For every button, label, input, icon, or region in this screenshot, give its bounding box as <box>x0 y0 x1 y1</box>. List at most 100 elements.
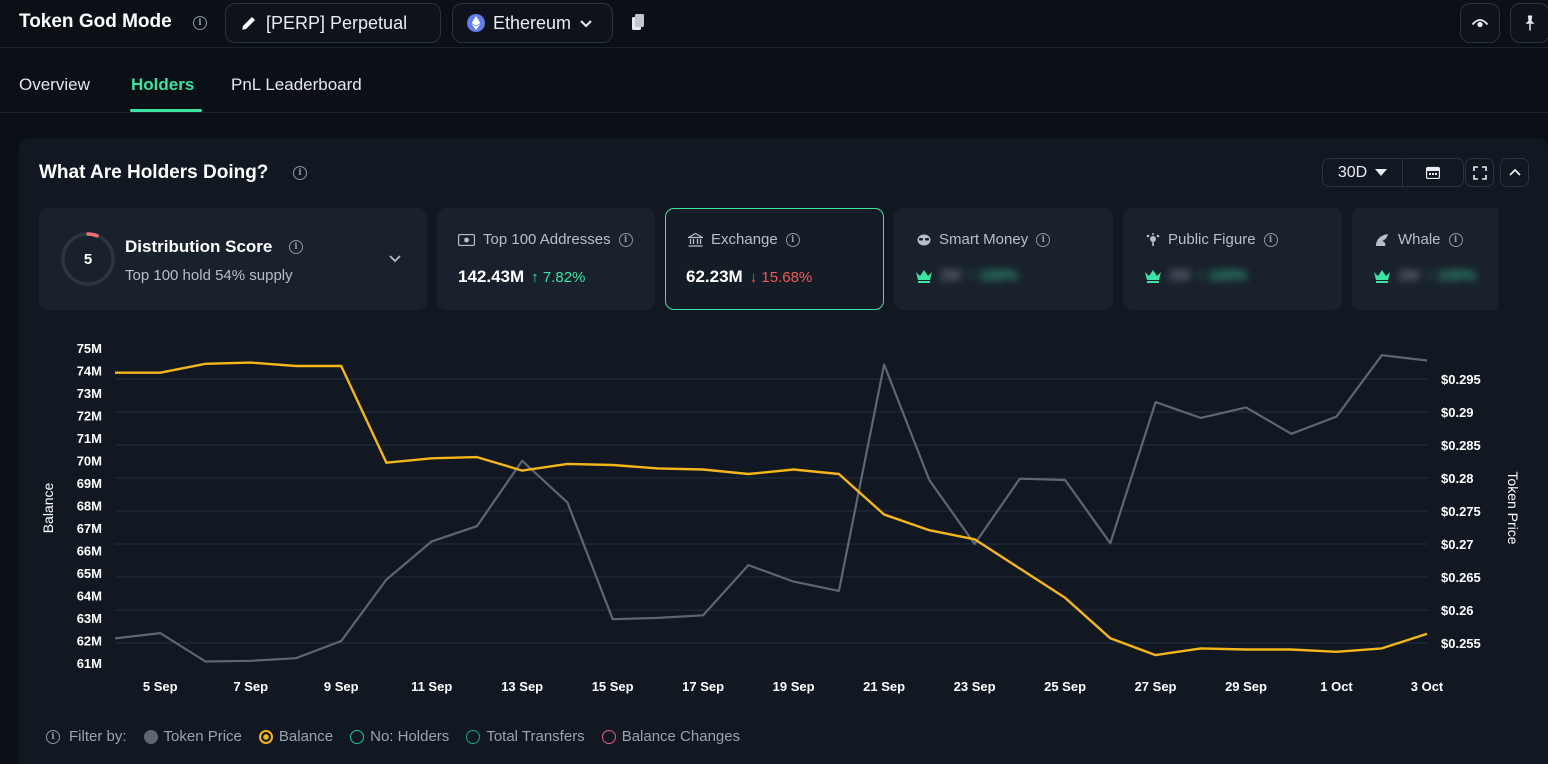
left-axis-tick-label: 64M <box>77 589 102 604</box>
info-icon[interactable]: i <box>293 166 307 180</box>
right-axis-tick-label: $0.28 <box>1441 471 1474 486</box>
right-axis-tick-label: $0.265 <box>1441 570 1481 585</box>
tab-holders[interactable]: Holders <box>131 75 195 94</box>
public-figure-card[interactable]: Public Figure i 2M ↑ 100% <box>1123 208 1342 310</box>
distribution-score-card[interactable]: 5 Distribution Score i Top 100 hold 54% … <box>39 208 427 310</box>
token-selector-button[interactable]: [PERP] Perpetual <box>225 3 441 43</box>
left-axis-tick-label: 75M <box>77 341 102 356</box>
period-controls: 30D <box>1322 158 1464 187</box>
ethereum-icon <box>467 14 485 32</box>
whale-label-row: Whale i <box>1375 231 1463 248</box>
chevron-up-icon <box>1508 168 1521 176</box>
x-axis-tick-label: 11 Sep <box>411 679 452 694</box>
fullscreen-button[interactable] <box>1465 158 1494 187</box>
distribution-score-title: Distribution Score <box>125 237 273 256</box>
exchange-value: 62.23M <box>686 267 743 286</box>
info-icon[interactable]: i <box>289 240 303 254</box>
filter-total-transfers-label: Total Transfers <box>486 728 585 745</box>
right-axis-tick-label: $0.29 <box>1441 405 1474 420</box>
expand-icon <box>1472 165 1487 180</box>
filter-total-transfers[interactable]: Total Transfers <box>466 728 585 745</box>
active-tab-indicator <box>130 109 202 112</box>
info-icon[interactable]: i <box>785 232 800 247</box>
whale-card[interactable]: Whale i 2M ↑ 100% <box>1352 208 1498 310</box>
holders-legend-dot <box>350 729 365 744</box>
whale-change: ↑ 100% <box>1425 267 1476 284</box>
left-axis-tick-label: 69M <box>77 476 102 491</box>
x-axis-tick-label: 25 Sep <box>1044 679 1086 694</box>
info-icon[interactable]: i <box>1448 232 1463 247</box>
top-100-value: 142.43M <box>458 267 525 286</box>
crown-icon <box>1374 269 1390 283</box>
crown-icon <box>1145 269 1161 283</box>
money-icon <box>458 233 475 246</box>
filter-balance-changes-label: Balance Changes <box>621 728 741 745</box>
chart-series <box>114 354 1428 663</box>
pin-icon <box>1525 15 1535 31</box>
balance-line <box>115 361 1428 657</box>
calendar-icon <box>1426 166 1440 179</box>
public-figure-value-row: 2M ↑ 100% <box>1144 267 1247 284</box>
public-figure-label-row: Public Figure i <box>1146 231 1278 248</box>
collapse-button[interactable] <box>1500 158 1529 187</box>
public-figure-change: ↑ 100% <box>1196 267 1247 284</box>
balance-legend-dot <box>258 729 273 744</box>
calendar-button[interactable] <box>1403 159 1463 186</box>
exchange-card[interactable]: Exchange i 62.23M ↓ 15.68% <box>665 208 884 310</box>
exchange-label-row: Exchange i <box>688 231 800 248</box>
smart-money-change: ↑ 100% <box>967 267 1018 284</box>
right-axis-tick-label: $0.285 <box>1441 438 1481 453</box>
left-axis-tick-label: 63M <box>77 611 102 626</box>
watch-button[interactable] <box>1460 3 1500 43</box>
balance-changes-legend-dot <box>601 729 616 744</box>
caret-down-icon <box>1375 168 1388 176</box>
right-axis-tick-label: $0.275 <box>1441 504 1481 519</box>
left-axis-tick-label: 72M <box>77 409 102 424</box>
tab-overview[interactable]: Overview <box>19 75 90 94</box>
eye-icon <box>1471 19 1489 28</box>
pencil-icon <box>242 17 255 30</box>
distribution-score-ring: 5 <box>61 232 115 286</box>
info-icon[interactable]: i <box>1036 232 1051 247</box>
chart-filter-bar: i Filter by: Token Price Balance No: Hol… <box>46 728 740 745</box>
period-dropdown[interactable]: 30D <box>1323 159 1403 186</box>
tab-pnl-leaderboard[interactable]: PnL Leaderboard <box>231 75 362 94</box>
chart-gridlines <box>115 378 1428 644</box>
x-axis-tick-label: 19 Sep <box>773 679 815 694</box>
exchange-change: ↓ 15.68% <box>749 268 813 286</box>
pin-button[interactable] <box>1510 3 1548 43</box>
x-axis-tick-label: 27 Sep <box>1135 679 1177 694</box>
info-icon[interactable]: i <box>1263 232 1278 247</box>
smart-money-icon <box>917 234 931 245</box>
crown-icon <box>916 269 932 283</box>
filter-balance-changes[interactable]: Balance Changes <box>601 728 741 745</box>
smart-money-value-row: 2M ↑ 100% <box>915 267 1018 284</box>
left-axis-tick-label: 73M <box>77 386 102 401</box>
distribution-score-value: 5 <box>84 251 92 268</box>
filter-token-price[interactable]: Token Price <box>143 728 242 745</box>
x-axis-tick-label: 21 Sep <box>863 679 905 694</box>
info-icon[interactable]: i <box>193 16 207 30</box>
token-selector-label: [PERP] Perpetual <box>266 12 408 33</box>
filter-balance[interactable]: Balance <box>258 728 333 745</box>
top-100-addresses-card[interactable]: Top 100 Addresses i 142.43M ↑ 7.82% <box>437 208 655 310</box>
filter-holders[interactable]: No: Holders <box>350 728 449 745</box>
copy-icon[interactable] <box>632 14 644 30</box>
right-axis-title: Token Price <box>1505 471 1521 544</box>
right-axis-tick-label: $0.27 <box>1441 537 1474 552</box>
x-axis-tick-label: 29 Sep <box>1225 679 1267 694</box>
info-icon[interactable]: i <box>618 232 633 247</box>
info-icon[interactable]: i <box>46 729 60 744</box>
x-axis-tick-label: 5 Sep <box>143 679 178 694</box>
right-axis-tick-label: $0.26 <box>1441 603 1474 618</box>
left-axis-title: Balance <box>40 482 56 533</box>
whale-icon <box>1376 233 1388 246</box>
x-axis-tick-label: 17 Sep <box>682 679 724 694</box>
smart-money-card[interactable]: Smart Money i 2M ↑ 100% <box>894 208 1113 310</box>
chevron-down-icon[interactable] <box>388 254 402 264</box>
x-axis-tick-label: 3 Oct <box>1411 679 1444 694</box>
public-figure-icon <box>1146 232 1160 246</box>
left-axis-tick-label: 71M <box>77 431 102 446</box>
whale-label: Whale <box>1398 231 1441 248</box>
chain-selector-dropdown[interactable]: Ethereum <box>452 3 613 43</box>
